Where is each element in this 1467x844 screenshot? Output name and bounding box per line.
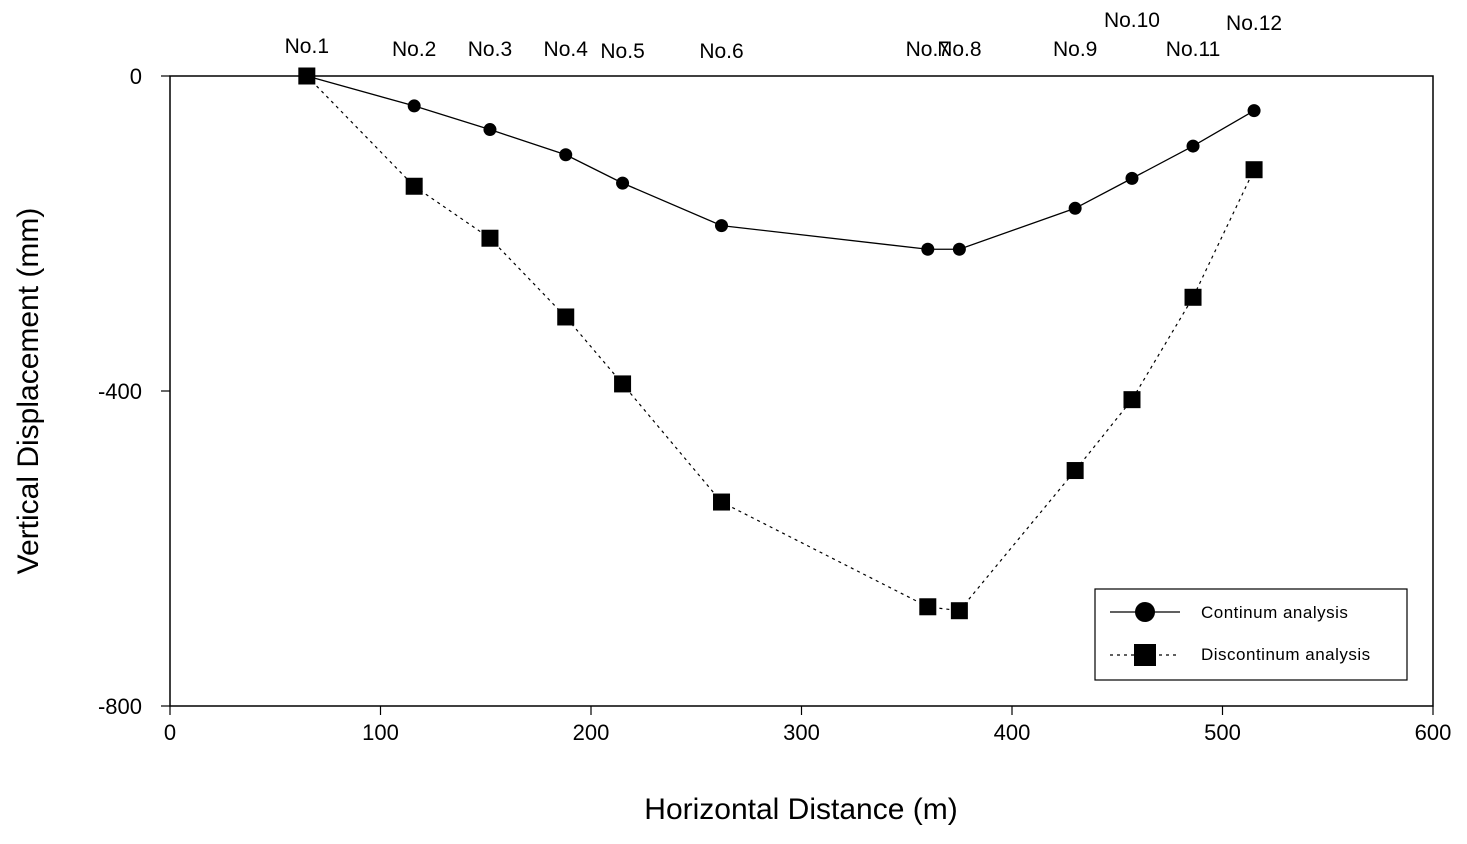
legend-marker-continum bbox=[1135, 602, 1155, 622]
station-label: No.7 bbox=[906, 38, 950, 61]
y-axis: 0 -400 -800 bbox=[98, 64, 170, 719]
y-tick-label: -400 bbox=[98, 379, 142, 404]
data-point-square bbox=[950, 602, 968, 620]
data-point-circle bbox=[921, 242, 935, 256]
station-label: No.6 bbox=[699, 40, 743, 63]
station-label: No.5 bbox=[600, 40, 644, 63]
y-tick-label: -800 bbox=[98, 694, 142, 719]
station-label: No.2 bbox=[392, 38, 436, 61]
data-point-square bbox=[919, 598, 937, 616]
station-label: No.12 bbox=[1226, 12, 1282, 35]
data-point-square bbox=[405, 177, 423, 195]
y-tick-label: 0 bbox=[130, 64, 142, 89]
data-point-circle bbox=[483, 123, 497, 137]
station-label: No.3 bbox=[468, 38, 512, 61]
data-point-square bbox=[298, 67, 316, 85]
data-point-circle bbox=[1247, 104, 1261, 118]
station-labels: No.1 No.2 No.3 No.4 No.5 No.6 No.7No.8 No.9 No.1… bbox=[285, 9, 1282, 63]
series-layer bbox=[298, 67, 1263, 620]
data-point-square bbox=[713, 493, 731, 511]
series-2 bbox=[298, 67, 1263, 620]
data-point-square bbox=[614, 375, 632, 393]
data-point-circle bbox=[1186, 139, 1200, 153]
legend-marker-discontinum bbox=[1134, 644, 1156, 666]
x-tick-label: 200 bbox=[573, 720, 610, 745]
x-tick-label: 400 bbox=[994, 720, 1031, 745]
legend-label-continum: Continum analysis bbox=[1201, 603, 1348, 622]
series-1 bbox=[300, 69, 1261, 256]
data-point-square bbox=[1245, 161, 1263, 179]
data-point-circle bbox=[1125, 171, 1139, 185]
data-point-circle bbox=[1068, 201, 1082, 215]
station-label: No.4 bbox=[544, 38, 589, 61]
data-point-circle bbox=[952, 242, 966, 256]
legend: Continum analysis Discontinum analysis bbox=[1094, 588, 1408, 681]
x-axis-title: Horizontal Distance (m) bbox=[644, 793, 957, 826]
data-point-square bbox=[557, 308, 575, 326]
x-tick-label: 100 bbox=[362, 720, 399, 745]
data-point-circle bbox=[616, 176, 630, 190]
station-label: No.9 bbox=[1053, 38, 1097, 61]
station-label: No.10 bbox=[1104, 9, 1160, 32]
x-axis: 0 100 200 300 400 500 600 bbox=[164, 706, 1451, 745]
x-tick-label: 600 bbox=[1415, 720, 1452, 745]
data-point-square bbox=[1123, 391, 1141, 409]
data-point-circle bbox=[559, 148, 573, 162]
data-point-square bbox=[1066, 462, 1084, 480]
data-point-square bbox=[1184, 288, 1202, 306]
data-point-circle bbox=[407, 99, 421, 113]
x-tick-label: 0 bbox=[164, 720, 176, 745]
series-line bbox=[306, 75, 1255, 250]
legend-label-discontinum: Discontinum analysis bbox=[1201, 645, 1371, 664]
data-point-circle bbox=[715, 219, 729, 233]
x-tick-label: 300 bbox=[783, 720, 820, 745]
station-label: No.1 bbox=[285, 35, 329, 58]
station-label: No.8 bbox=[937, 38, 981, 61]
series-line bbox=[306, 75, 1255, 612]
station-label: No.11 bbox=[1166, 38, 1220, 61]
x-tick-label: 500 bbox=[1204, 720, 1241, 745]
data-point-square bbox=[481, 229, 499, 247]
y-axis-title: Vertical Displacement (mm) bbox=[12, 208, 45, 575]
